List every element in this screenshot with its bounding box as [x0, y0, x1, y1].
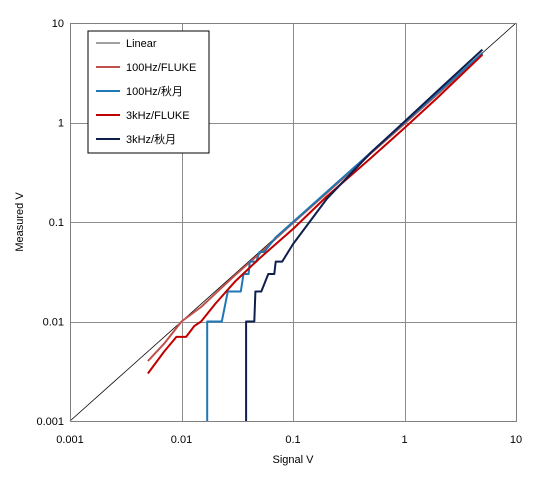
plot-series [69, 22, 517, 422]
legend-label-100hz-akizuki: 100Hz/秋月 [126, 84, 183, 98]
y-tick-label: 0.001 [36, 416, 64, 428]
legend-label-linear: Linear [126, 38, 157, 50]
y-tick-labels: 0.001 0.01 0.1 1 10 [36, 18, 64, 428]
legend-label-3khz-akizuki: 3kHz/秋月 [126, 132, 176, 146]
legend-label-3khz-fluke: 3kHz/FLUKE [126, 110, 190, 122]
y-tick-label: 1 [58, 118, 64, 130]
x-tick-label: 10 [510, 434, 522, 446]
series-line-series-3 [147, 53, 484, 375]
x-tick-label: 0.1 [285, 434, 300, 446]
x-tick-labels: 0.001 0.01 0.1 1 10 [56, 434, 522, 446]
x-axis-title: Signal V [273, 454, 315, 466]
legend: Linear 100Hz/FLUKE 100Hz/秋月 3kHz/FLUKE 3… [87, 30, 210, 154]
series-line-series-4 [245, 48, 484, 421]
plot-area-frame [70, 23, 517, 422]
x-tick-label: 0.001 [56, 434, 84, 446]
y-axis-title: Measured V [14, 192, 26, 252]
y-tick-label: 10 [52, 18, 64, 30]
y-tick-label: 0.01 [43, 317, 64, 329]
y-tick-label: 0.1 [49, 217, 64, 229]
legend-label-100hz-fluke: 100Hz/FLUKE [126, 62, 196, 74]
x-tick-label: 0.01 [171, 434, 192, 446]
x-tick-label: 1 [401, 434, 407, 446]
